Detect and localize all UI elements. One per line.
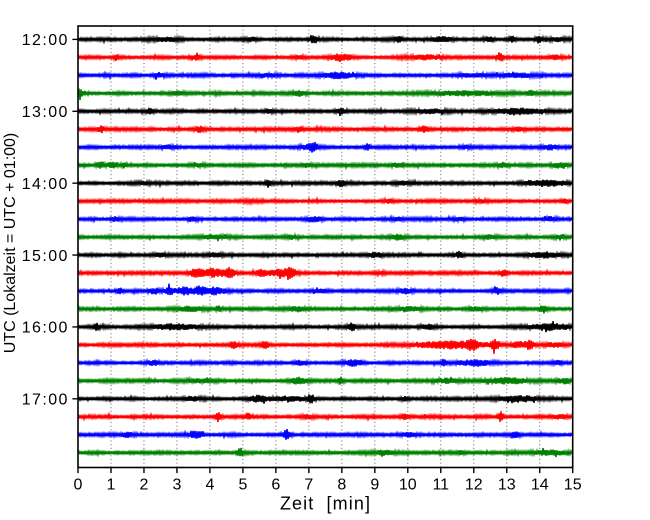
svg-text:0: 0	[74, 477, 83, 494]
svg-text:10: 10	[399, 477, 417, 494]
svg-text:12:00: 12:00	[22, 32, 69, 49]
svg-text:4: 4	[205, 477, 214, 494]
svg-text:15: 15	[564, 477, 582, 494]
svg-text:12: 12	[465, 477, 483, 494]
svg-text:9: 9	[370, 477, 379, 494]
svg-text:15:00: 15:00	[22, 248, 69, 265]
svg-text:11: 11	[432, 477, 449, 494]
svg-text:3: 3	[172, 477, 181, 494]
svg-text:2: 2	[140, 477, 149, 494]
svg-text:17:00: 17:00	[22, 392, 69, 409]
svg-text:13: 13	[498, 477, 516, 494]
svg-text:Zeit [min]: Zeit [min]	[280, 494, 371, 514]
svg-text:5: 5	[238, 477, 247, 494]
svg-text:16:00: 16:00	[22, 320, 69, 337]
svg-text:7: 7	[304, 477, 313, 494]
svg-text:6: 6	[271, 477, 280, 494]
svg-text:13:00: 13:00	[22, 104, 69, 121]
svg-text:14: 14	[531, 477, 549, 494]
svg-text:UTC (Lokalzeit = UTC + 01:00): UTC (Lokalzeit = UTC + 01:00)	[2, 133, 19, 354]
svg-text:1: 1	[107, 477, 116, 494]
svg-text:8: 8	[337, 477, 346, 494]
svg-text:14:00: 14:00	[22, 176, 69, 193]
